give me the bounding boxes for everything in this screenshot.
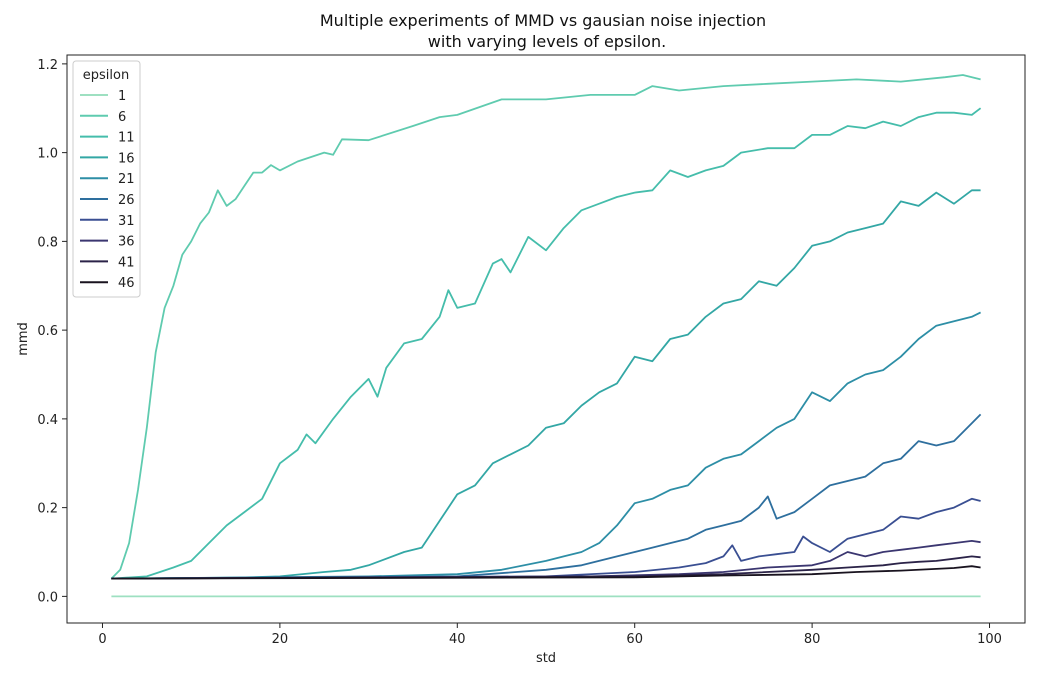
- legend-title: epsilon: [83, 68, 129, 83]
- legend-label-46: 46: [118, 276, 135, 291]
- x-tick-label: 40: [449, 632, 466, 647]
- y-tick-label: 0.8: [37, 235, 58, 250]
- y-axis-label: mmd: [16, 322, 31, 356]
- y-tick-label: 0.2: [37, 502, 58, 517]
- y-tick-label: 0.4: [37, 413, 58, 428]
- legend-label-36: 36: [118, 235, 135, 250]
- plot-area: [66, 54, 1026, 624]
- series-line-epsilon-11: [111, 107, 982, 580]
- legend-label-31: 31: [118, 214, 135, 229]
- x-tick-label: 60: [626, 632, 643, 647]
- series-line-epsilon-46: [111, 565, 981, 580]
- series-line-epsilon-26: [111, 413, 982, 580]
- series-line-epsilon-21: [111, 311, 982, 580]
- legend-label-26: 26: [118, 193, 135, 208]
- series-layer: [110, 74, 982, 598]
- legend-label-41: 41: [118, 255, 135, 270]
- x-tick-label: 20: [272, 632, 289, 647]
- series-line-epsilon-31: [111, 497, 981, 580]
- axis-layer: 0 20 40 60 80 100 0.0 0.2 0.4 0.6 0.8 1.0 1.2: [37, 58, 1002, 647]
- y-tick-label: 1.0: [37, 147, 58, 162]
- legend-label-11: 11: [118, 131, 135, 146]
- legend-label-21: 21: [118, 172, 135, 187]
- series-line-epsilon-6: [110, 74, 981, 580]
- y-tick-label: 0.0: [37, 590, 58, 605]
- x-tick-label: 80: [804, 632, 821, 647]
- y-tick-label: 0.6: [37, 324, 58, 339]
- legend-label-1: 1: [118, 89, 126, 104]
- series-line-epsilon-16: [111, 189, 981, 580]
- x-tick-label: 0: [98, 632, 106, 647]
- chart-title-line-1: Multiple experiments of MMD vs gausian n…: [320, 11, 766, 30]
- y-tick-label: 1.2: [37, 58, 58, 73]
- x-axis-label: std: [536, 651, 556, 666]
- legend-label-16: 16: [118, 151, 135, 166]
- x-tick-label: 100: [977, 632, 1002, 647]
- legend-label-6: 6: [118, 110, 126, 125]
- series-line-epsilon-41: [111, 555, 981, 580]
- chart-title-line-2: with varying levels of epsilon.: [428, 32, 666, 51]
- series-line-epsilon-36: [111, 540, 981, 580]
